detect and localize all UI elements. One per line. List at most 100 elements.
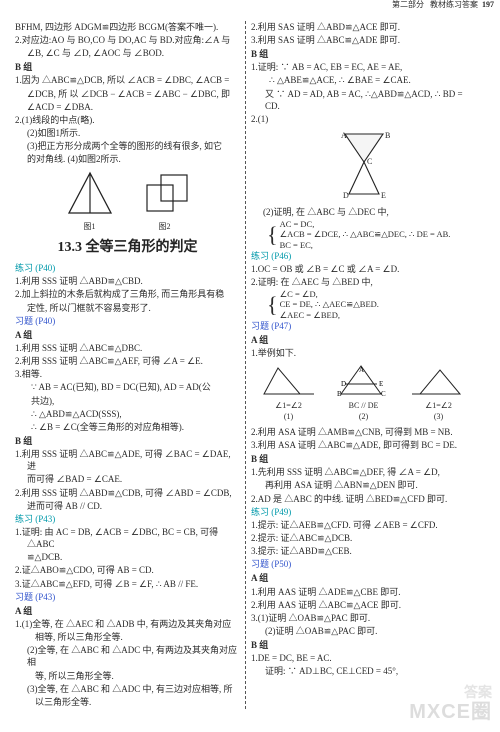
svg-text:C: C <box>367 157 372 166</box>
text: 1.提示: 证△AEB≌△CFD. 可得 ∠AEB = ∠CFD. <box>251 519 476 531</box>
left-column: BFHM, 四边形 ADGM≌四边形 BCGM(答案不唯一). 2.对应边:AO… <box>10 21 245 709</box>
text: (2)证明, 在 △ABC 与 △DEC 中, <box>251 206 476 218</box>
text: 3.相等. <box>15 368 240 380</box>
text: 又 ∵ AD = AD, AB = AC, ∴△ABD≌△ACD, ∴ BD =… <box>251 88 476 112</box>
text: ∠ACB = ∠DCE, ∴ △ABC≌△DEC, ∴ DE = AB. <box>280 229 451 239</box>
group-b-heading: B 组 <box>15 435 240 447</box>
text: 3.(1)证明 △OAB≌△PAC 即可. <box>251 612 476 624</box>
text: 1.证明: ∵ AB = AC, EB = EC, AE = AE, <box>251 61 476 73</box>
group-b-heading: B 组 <box>251 453 476 465</box>
triangle-icon <box>260 362 318 398</box>
svg-text:E: E <box>381 191 386 200</box>
part-label: 第二部分 <box>392 0 424 9</box>
svg-text:A: A <box>359 366 364 374</box>
brace-block: { AC = DC, ∠ACB = ∠DCE, ∴ △ABC≌△DEC, ∴ D… <box>251 219 476 250</box>
text: 等, 所以三角形全等. <box>15 670 240 682</box>
text: 以三角形全等. <box>15 696 240 708</box>
exercise-link[interactable]: 习题 (P50) <box>251 558 476 570</box>
tri-example-1: ∠1=∠2 (1) <box>260 362 318 423</box>
exercise-link[interactable]: 习题 (P40) <box>15 315 240 327</box>
text: AC = DC, <box>280 219 451 229</box>
triangle-icon <box>410 362 468 398</box>
text: 2.证明: 在 △AEC 与 △BED 中, <box>251 276 476 288</box>
text: 2.(1)线段的中点(略). <box>15 114 240 126</box>
text: 2.利用 SAS 证明 △ABD≌△ACE 即可. <box>251 21 476 33</box>
svg-text:D: D <box>341 380 346 388</box>
svg-text:B: B <box>385 131 390 140</box>
text: ∠B, ∠C 与 ∠D, ∠AOC 与 ∠BOD. <box>15 47 240 59</box>
text: 2.AD 是 △ABC 的中线. 证明 △BED≌△CFD 即可. <box>251 493 476 505</box>
watermark-bottom: MXCE圈 <box>409 699 492 726</box>
practice-link[interactable]: 练习 (P40) <box>15 262 240 274</box>
text: BFHM, 四边形 ADGM≌四边形 BCGM(答案不唯一). <box>15 21 240 33</box>
left-brace-icon: { <box>267 298 278 311</box>
text: (3)把正方形分成两个全等的图形的线有很多, 如它 <box>15 140 240 152</box>
text: 1.证明: 由 AC = DB, ∠ACB = ∠DBC, BC = CB, 可… <box>15 526 240 550</box>
text: 2.利用 ASA 证明 △AMB≌△CNB, 可得到 MB = NB. <box>251 426 476 438</box>
exercise-link[interactable]: 习题 (P47) <box>251 320 476 332</box>
text: 1.(1)全等, 在 △AEC 和 △ADB 中, 有两边及其夹角对应 <box>15 618 240 630</box>
text: 2.利用 SSS 证明 △ABD≌△CDB, 可得 ∠ABD = ∠CDB, <box>15 487 240 499</box>
figure-2: 图2 <box>137 169 193 233</box>
text: ≌△DCB. <box>15 551 240 563</box>
triangle-icon: A B C D E <box>335 362 393 398</box>
text: 3.利用 SAS 证明 △ABC≌△ADE 即可. <box>251 34 476 46</box>
text: (2)全等, 在 △ABC 和 △ADC 中, 有两边及其夹角对应相 <box>15 644 240 668</box>
group-b-heading: B 组 <box>15 61 240 73</box>
triangle-icon <box>63 169 117 217</box>
text: 2.(1) <box>251 113 476 125</box>
left-brace-icon: { <box>267 228 278 241</box>
text: 共边), <box>15 395 240 407</box>
text: (2)证明 △OAB≌△PAC 即可. <box>251 625 476 637</box>
text: BC = EC, <box>280 240 451 250</box>
group-b-heading: B 组 <box>251 639 476 651</box>
text: 定性, 所以门框就不容易变形了. <box>15 302 240 314</box>
svg-text:B: B <box>337 390 342 398</box>
text: 1.因为 △ABC≌△DCB, 所以 ∠ACB = ∠DBC, ∠ACB = <box>15 74 240 86</box>
text: 3.利用 ASA 证明 △ABC≌△ADE, 即可得到 BC = DE. <box>251 439 476 451</box>
text: 2.提示: 证△ABC≌△DCB. <box>251 532 476 544</box>
triangle-examples-row: ∠1=∠2 (1) A B C D E BC // DE (2) <box>251 362 476 423</box>
text: 1.举例如下. <box>251 347 476 359</box>
text: ∠DCB, 所 以 ∠DCB − ∠ACB = ∠ABC − ∠DBC, 即 <box>15 88 240 100</box>
text: 2.证△ABO≌△CDO, 可得 AB = CD. <box>15 564 240 576</box>
text: (3)全等, 在 △ABC 和 △ADC 中, 有三边对应相等, 所 <box>15 683 240 695</box>
text: ∴ △ABD≌△ACD(SSS), <box>15 408 240 420</box>
group-a-heading: A 组 <box>15 329 240 341</box>
figure-bowtie: A B C D E <box>251 128 476 203</box>
practice-link[interactable]: 练习 (P43) <box>15 513 240 525</box>
text: 证明: ∵ AD⊥BC, CE⊥CED = 45°, <box>251 665 476 677</box>
group-a-heading: A 组 <box>251 572 476 584</box>
text: ∠ACD = ∠DBA. <box>15 101 240 113</box>
cap2: (2) <box>335 412 393 423</box>
exercise-link[interactable]: 习题 (P43) <box>15 591 240 603</box>
text: 1.先利用 SSS 证明 △ABC≌△DEF, 得 ∠A = ∠D, <box>251 466 476 478</box>
svg-text:A: A <box>341 131 347 140</box>
fig2-label: 图2 <box>137 222 193 233</box>
text: 2.利用 AAS 证明 △ABC≌△ACE 即可. <box>251 599 476 611</box>
text: 1.利用 SSS 证明 △ABD≌△CBD. <box>15 275 240 287</box>
page-content: BFHM, 四边形 ADGM≌四边形 BCGM(答案不唯一). 2.对应边:AO… <box>0 15 500 715</box>
figure-1: 图1 <box>63 169 117 233</box>
cap1: (1) <box>260 412 318 423</box>
text: ∠AEC = ∠BED, <box>280 310 379 320</box>
practice-link[interactable]: 练习 (P49) <box>251 506 476 518</box>
cap3: (3) <box>410 412 468 423</box>
text: 3.提示: 证△ABD≌△CEB. <box>251 545 476 557</box>
squares-icon <box>137 169 193 217</box>
text: ∴ △ABE≌△ACE, ∴ ∠BAE = ∠CAE. <box>251 74 476 86</box>
text: (2)如图1所示. <box>15 127 240 139</box>
text: CE = DE, ∴ △AEC≌△BED. <box>280 299 379 309</box>
text: 3.证△ABC≌△EFD, 可得 ∠B = ∠F, ∴ AB // FE. <box>15 578 240 590</box>
page-header: 第二部分 教材练习答案 197 <box>0 0 500 11</box>
group-b-heading: B 组 <box>251 48 476 60</box>
text: 1.OC = OB 或 ∠B = ∠C 或 ∠A = ∠D. <box>251 263 476 275</box>
practice-link[interactable]: 练习 (P46) <box>251 250 476 262</box>
page-number: 197 <box>482 0 494 9</box>
figure-row: 图1 图2 <box>15 169 240 233</box>
text: ∠C = ∠D, <box>280 289 379 299</box>
svg-text:C: C <box>381 390 386 398</box>
tri3-label: ∠1=∠2 <box>425 401 452 410</box>
tri-example-3: ∠1=∠2 (3) <box>410 362 468 423</box>
fig1-label: 图1 <box>63 222 117 233</box>
